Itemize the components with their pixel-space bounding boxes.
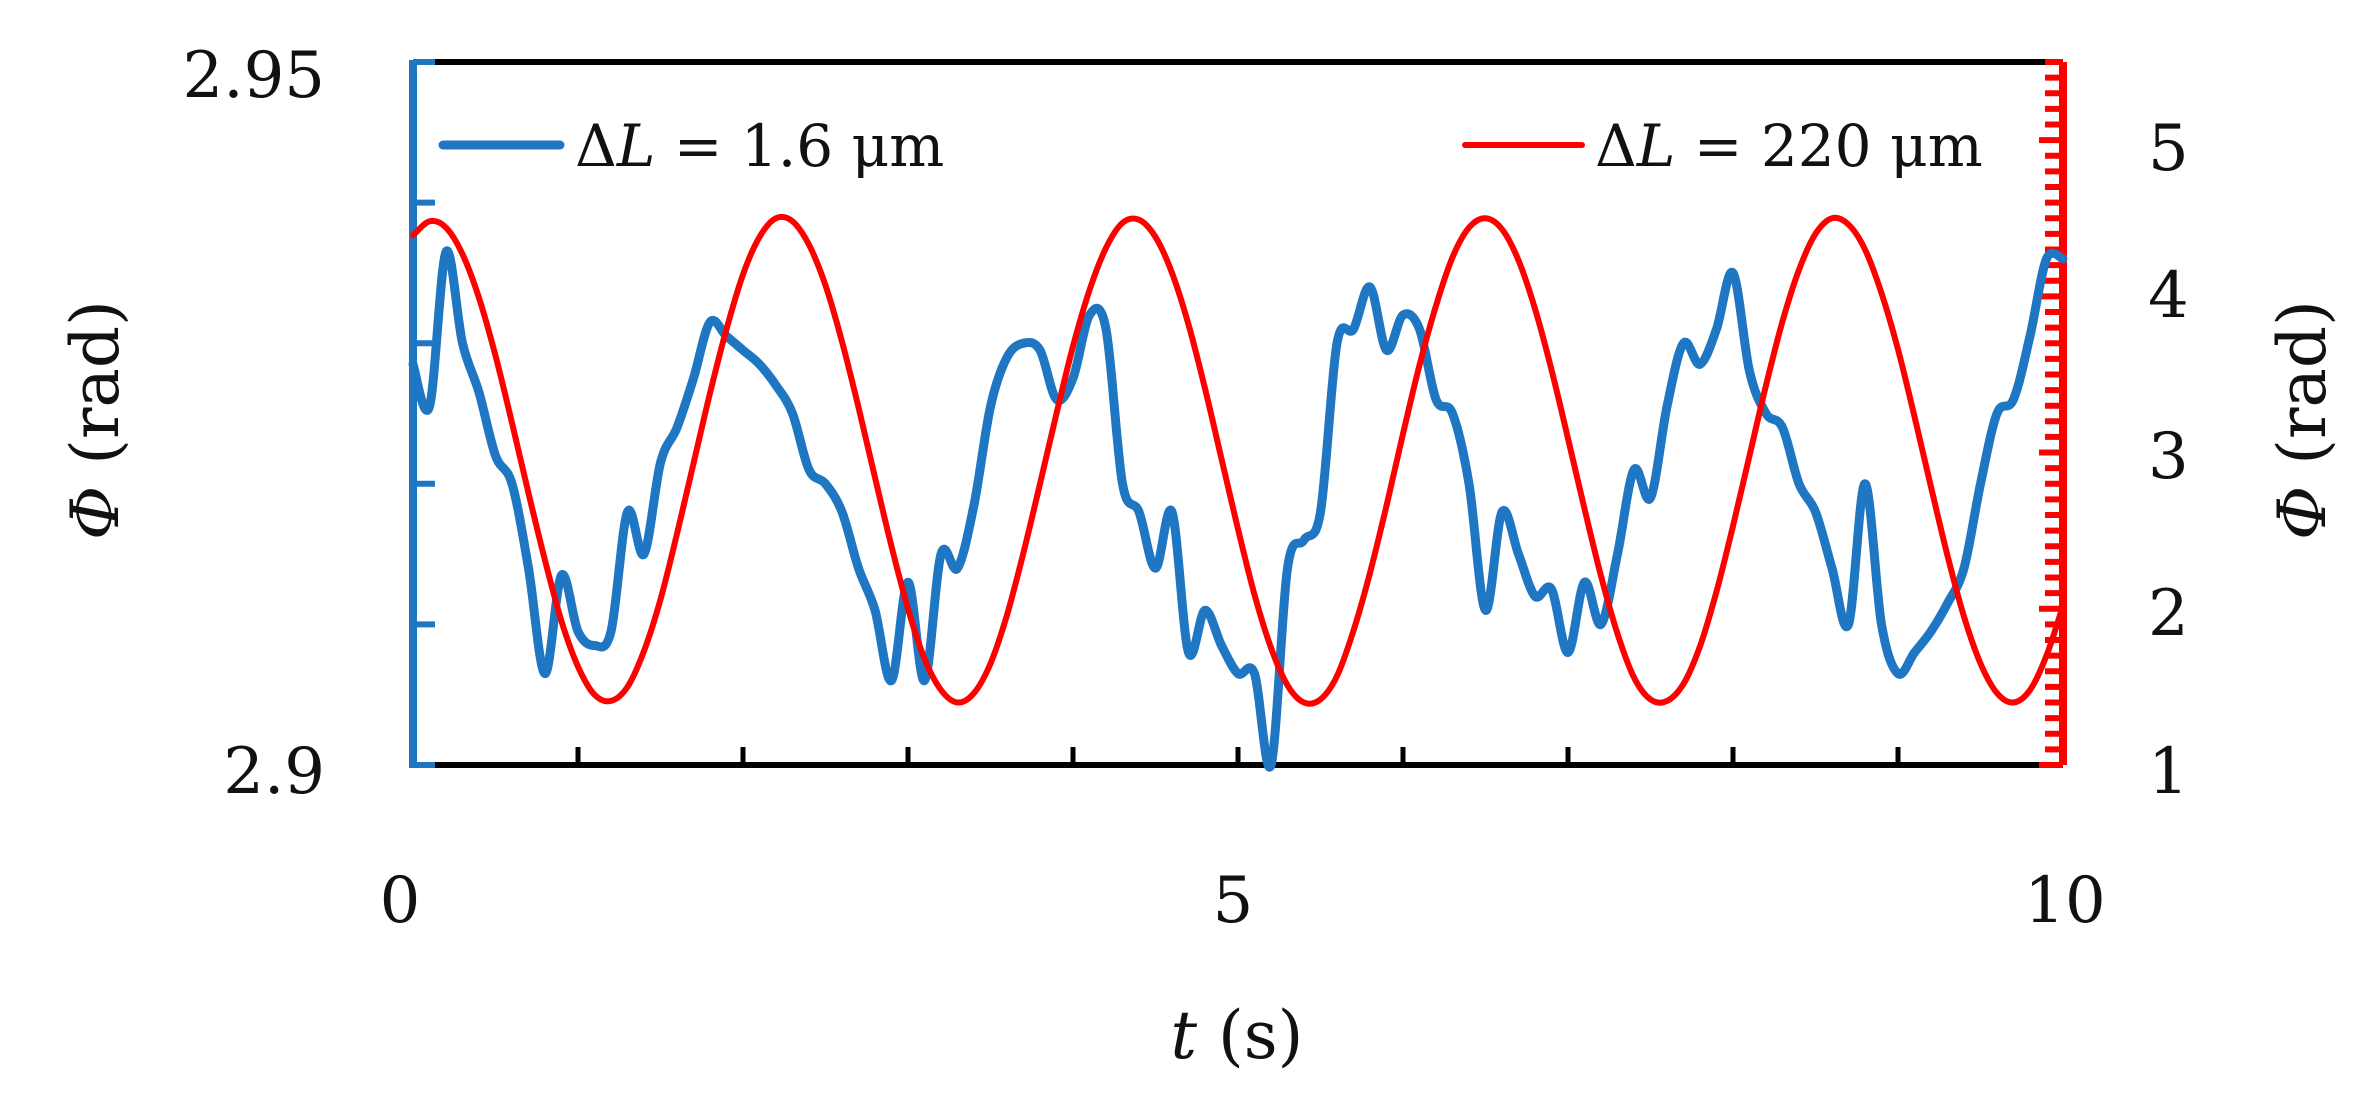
y-left-axis-title: Φ (rad) [57,300,134,540]
y-right-tick-label-5: 5 [2148,112,2189,186]
y-right-tick-label-1: 1 [2148,735,2189,809]
y-right-tick-label-3: 3 [2148,420,2189,494]
legend-label-1.6um: ΔL = 1.6 μm [575,112,944,180]
series-line-1.6um [408,246,2068,772]
series-line-220um [410,213,2066,707]
y-left-tick-label-top: 2.95 [183,39,326,113]
legend: ΔL = 1.6 μm ΔL = 220 μm [438,112,1983,180]
x-tick-label-5: 5 [1213,864,1254,938]
y-left-ticks [413,59,435,768]
y-right-axis-title: Φ (rad) [2264,300,2341,540]
y-left-tick-label-bottom: 2.9 [223,735,325,809]
x-ticks [575,747,1901,765]
x-tick-label-0: 0 [380,864,421,938]
x-tick-label-10: 10 [2024,864,2105,938]
legend-label-220um: ΔL = 220 μm [1595,112,1983,180]
y-right-tick-label-4: 4 [2148,259,2189,333]
x-axis-title: t (s) [1171,997,1304,1074]
y-right-tick-label-2: 2 [2148,577,2189,651]
